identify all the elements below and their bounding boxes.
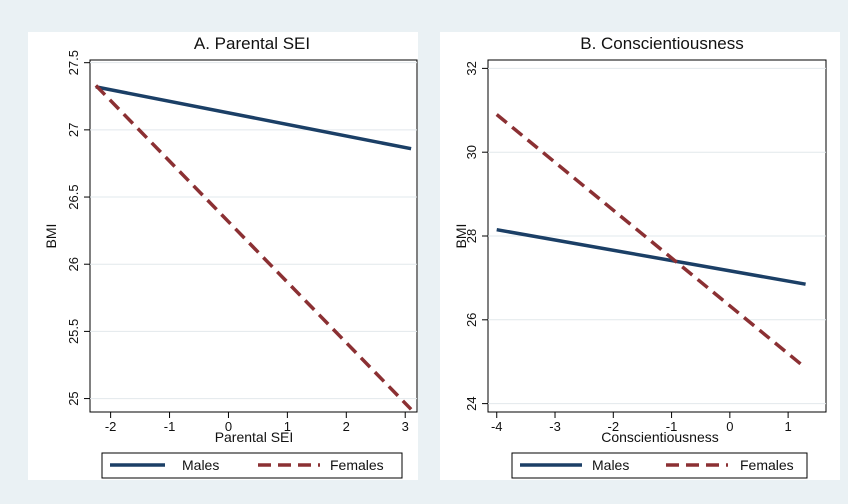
panel-b-x-axis-label: Conscientiousness	[601, 429, 719, 445]
panel-a-series-females	[94, 84, 413, 411]
panel-b-x-tick-label: 1	[785, 419, 792, 434]
panel-a-y-tick-label: 27	[66, 123, 81, 137]
panel-a-x-tick-label: -2	[105, 419, 117, 434]
panel-a-y-tick-label: 25	[66, 391, 81, 405]
panel-a-legend-females-label: Females	[330, 457, 384, 473]
panel-a-x-tick-label: 0	[225, 419, 232, 434]
panel-a-y-tick-label: 27.5	[66, 50, 81, 75]
panel-b-x-tick-label: 0	[726, 419, 733, 434]
panel-b-x-tick-label: -2	[608, 419, 620, 434]
panel-b-legend-males-label: Males	[592, 457, 629, 473]
panel-a-legend: Males Females	[101, 452, 403, 479]
panel-b-series-females	[495, 113, 807, 370]
panel-b-y-tick-label: 32	[464, 61, 479, 75]
panel-b-legend: Males Females	[511, 452, 808, 479]
panel-b-y-tick-label: 26	[464, 313, 479, 327]
panel-a-y-axis-label: BMI	[43, 224, 59, 249]
panel-a-legend-males-label: Males	[182, 457, 219, 473]
panel-b-y-tick-label: 24	[464, 396, 479, 410]
panel-parental-sei: A. Parental SEI 25 25.5 26 26.5 27 27.5 -2 -1 0…	[28, 32, 418, 480]
panel-b-y-axis-label: BMI	[453, 224, 469, 249]
panel-a-series	[94, 84, 413, 411]
panel-b-legend-females-label: Females	[740, 457, 794, 473]
panel-a-title: A. Parental SEI	[194, 34, 310, 53]
panel-a-series-males	[95, 85, 412, 151]
panel-a-x-tick-label: -1	[164, 419, 176, 434]
panel-a-y-tick-label: 25.5	[66, 319, 81, 344]
panel-a-x-axis: -2 -1 0 1 2 3	[105, 412, 409, 434]
panel-a-x-tick-label: 3	[402, 419, 409, 434]
panel-a-y-tick-label: 26.5	[66, 184, 81, 209]
panel-b-x-axis: -4 -3 -2 -1 0 1	[491, 412, 792, 434]
panel-b-y-tick-label: 28	[464, 229, 479, 243]
panel-b-title: B. Conscientiousness	[580, 34, 743, 53]
panel-a-y-tick-label: 26	[66, 257, 81, 271]
panel-a-y-axis: 25 25.5 26 26.5 27 27.5	[66, 50, 90, 406]
panel-b-series	[495, 113, 807, 370]
panel-b-series-males	[496, 227, 806, 286]
panel-conscientiousness: B. Conscientiousness 24 26 28 30 32 -4 -3 -2 -1…	[440, 32, 840, 480]
panel-a-x-tick-label: 2	[343, 419, 350, 434]
panel-b-x-tick-label: -4	[491, 419, 503, 434]
panel-a-x-axis-label: Parental SEI	[215, 429, 294, 445]
panel-a-plot-area	[89, 59, 418, 413]
panel-b-y-axis: 24 26 28 30 32	[464, 61, 488, 411]
panel-b-x-tick-label: -3	[549, 419, 561, 434]
panel-b-y-tick-label: 30	[464, 145, 479, 159]
panel-b-x-tick-label: -1	[666, 419, 678, 434]
panel-a-x-tick-label: 1	[284, 419, 291, 434]
panel-a-grid	[90, 62, 417, 400]
